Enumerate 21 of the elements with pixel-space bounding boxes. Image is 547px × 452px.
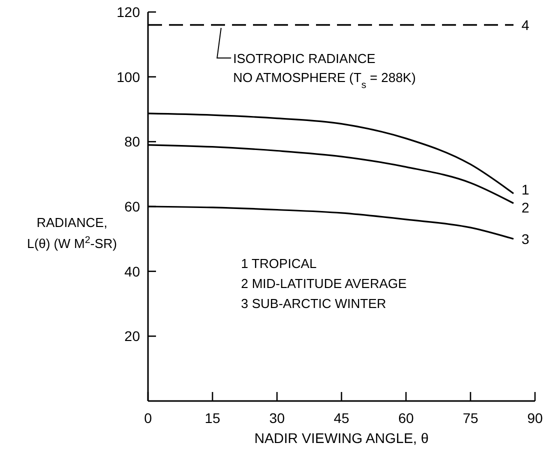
y-tick-label: 80	[124, 134, 140, 150]
x-tick-label: 45	[334, 410, 350, 426]
x-tick-label: 90	[527, 410, 543, 426]
series-label: 3	[522, 230, 530, 247]
y-tick-label: 40	[124, 263, 140, 280]
y-tick-label: 20	[124, 328, 140, 344]
x-tick-label: 30	[269, 410, 285, 426]
y-axis-title: RADIANCE, L(θ) (W M$^{2}$-SR)	[27, 215, 117, 251]
x-tick-label: 60	[398, 410, 414, 426]
x-tick-label: 15	[204, 410, 220, 426]
series-label: 4	[522, 16, 530, 33]
x-axis-title: NADIR VIEWING ANGLE, θ	[254, 430, 429, 446]
annotation: ISOTROPIC RADIANCE NO ATMOSPHERE (T$_{s}$ = 288K)	[233, 50, 416, 90]
y-tick-label: 60	[124, 198, 140, 214]
x-tick-label: 75	[462, 410, 478, 426]
x-tick-label: 0	[144, 410, 152, 426]
y-tick-label: 120	[116, 4, 140, 20]
series-label: 2	[522, 199, 530, 216]
series-label: 1	[522, 182, 530, 198]
y-tick-label: 100	[116, 68, 140, 85]
annotation: 1 TROPICAL 2 MID-LATITUDE AVERAGE 3 SUB-ARCTIC WINTER	[241, 256, 407, 311]
